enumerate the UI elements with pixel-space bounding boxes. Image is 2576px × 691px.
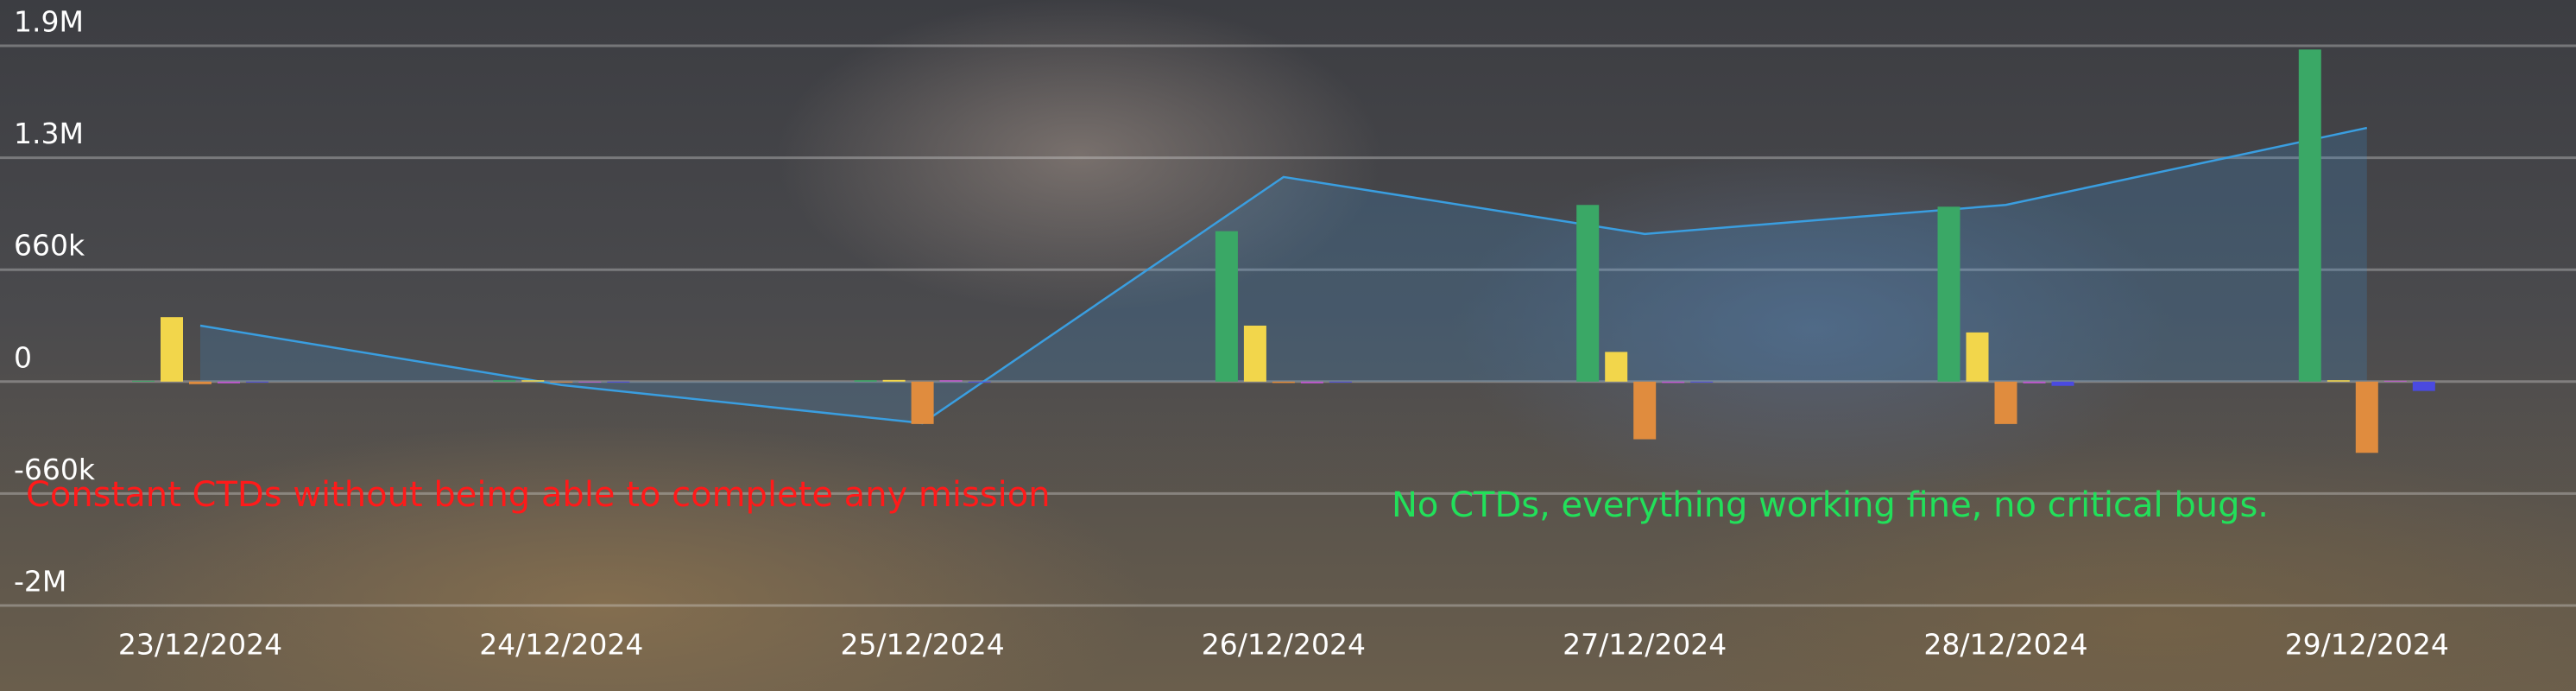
bar <box>2298 49 2321 382</box>
bar <box>911 381 934 424</box>
bar <box>2355 381 2378 453</box>
bar <box>854 380 877 382</box>
bar <box>1243 326 1266 382</box>
line <box>199 126 2368 425</box>
y-tick-label: -2M <box>14 565 66 599</box>
bar <box>493 380 516 382</box>
bar <box>1662 381 1685 384</box>
bar <box>246 381 268 383</box>
bar <box>1690 381 1714 383</box>
bar <box>1633 381 1657 440</box>
bar <box>2023 381 2046 384</box>
bar <box>2327 380 2350 382</box>
y-tick-label: 0 <box>14 340 32 374</box>
x-tick-label: 29/12/2024 <box>2285 628 2449 662</box>
area <box>200 128 2367 423</box>
x-tick-label: 25/12/2024 <box>840 628 1004 662</box>
bar <box>550 381 573 383</box>
bar <box>1215 231 1238 382</box>
y-tick-label: -660k <box>14 453 96 486</box>
bar <box>607 381 630 383</box>
bar <box>1300 381 1323 384</box>
bar <box>1329 381 1352 383</box>
bar <box>132 380 155 382</box>
bar <box>968 381 991 383</box>
bar <box>1994 381 2017 424</box>
y-tick-label: 1.9M <box>14 5 84 39</box>
annotation: Constant CTDs without being able to comp… <box>26 475 1051 515</box>
y-tick-label: 1.3M <box>14 117 84 150</box>
bar <box>578 381 602 383</box>
x-tick-label: 24/12/2024 <box>479 628 643 662</box>
bar <box>2051 381 2074 386</box>
bar <box>521 380 545 382</box>
bar <box>1576 205 1600 382</box>
bar <box>1272 381 1295 384</box>
x-tick-label: 26/12/2024 <box>1202 628 1366 662</box>
bar <box>218 381 240 384</box>
bar <box>882 379 906 382</box>
y-tick-label: 660k <box>14 229 85 263</box>
bar <box>939 380 963 382</box>
bar <box>161 317 183 382</box>
bar <box>1605 352 1628 382</box>
bar <box>189 381 212 384</box>
bar <box>2383 380 2407 382</box>
bar <box>1937 206 1960 382</box>
x-tick-label: 27/12/2024 <box>1563 628 1727 662</box>
annotation: No CTDs, everything working fine, no cri… <box>1392 485 2269 525</box>
x-tick-label: 28/12/2024 <box>1923 628 2087 662</box>
bar <box>2412 381 2435 391</box>
x-tick-label: 23/12/2024 <box>118 628 282 662</box>
bar <box>1966 332 1989 382</box>
